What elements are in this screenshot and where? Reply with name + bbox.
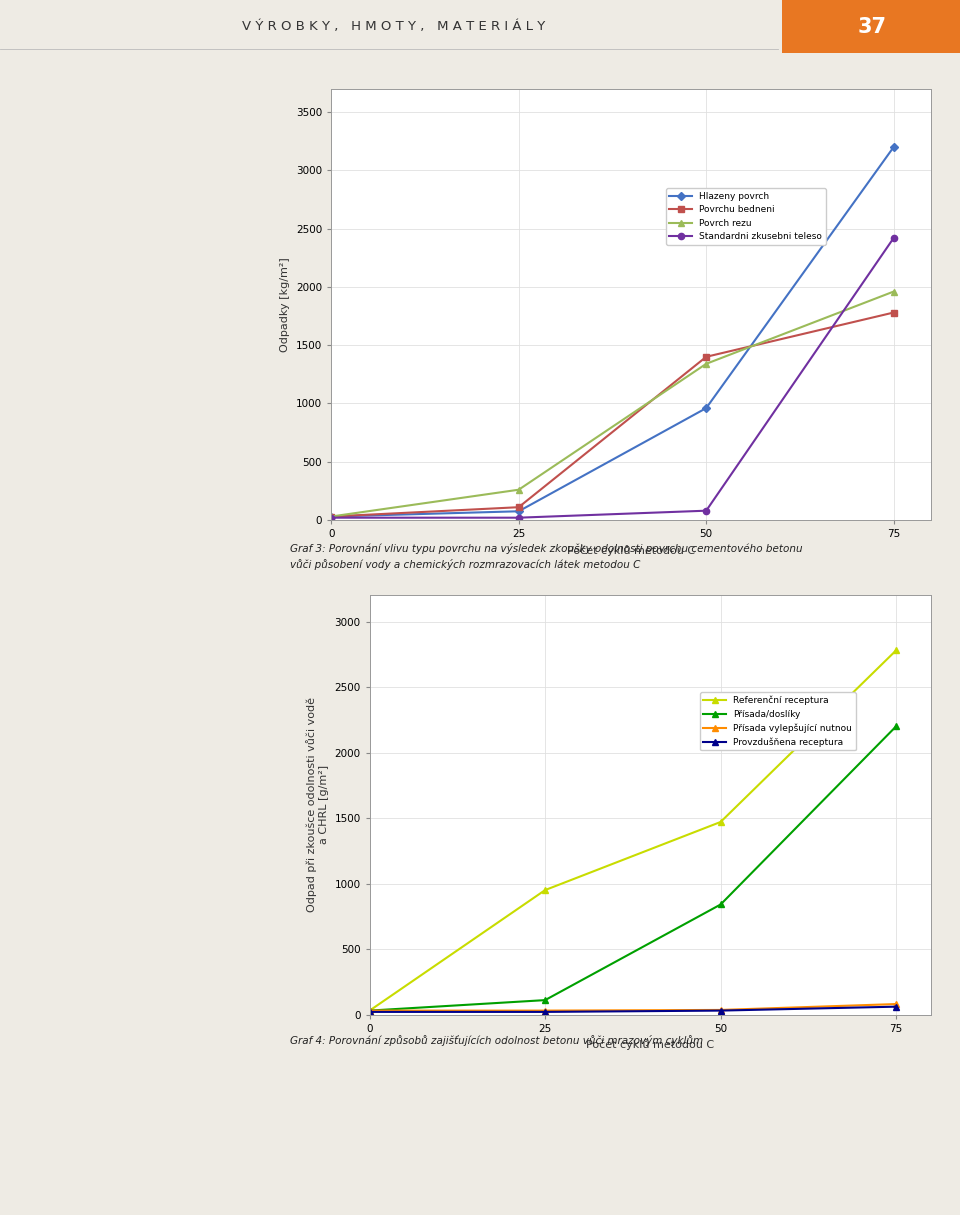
Text: Graf 3: Porovnání vlivu typu povrchu na výsledek zkoušky odolnosti povrchu cemen: Graf 3: Porovnání vlivu typu povrchu na … xyxy=(290,543,803,554)
Standardni zkusebni teleso xyxy=(325,510,337,525)
Přísada/doslíky xyxy=(364,1004,375,1018)
Povrchu bedneni xyxy=(888,305,900,320)
Přísada/doslíky xyxy=(715,897,727,911)
Line: Povrch rezu: Povrch rezu xyxy=(328,288,897,520)
Standardni zkusebni teleso xyxy=(513,510,524,525)
Legend: Hlazeny povrch, Povrchu bedneni, Povrch rezu, Standardni zkusebni teleso: Hlazeny povrch, Povrchu bedneni, Povrch … xyxy=(665,188,826,245)
Povrchu bedneni xyxy=(701,350,712,364)
Provzdušňena receptura xyxy=(540,1005,551,1019)
Y-axis label: Odpad při zkoušce odolnosti vůči vodě
a CHRL [g/m²]: Odpad při zkoušce odolnosti vůči vodě a … xyxy=(306,697,328,912)
Referenční receptura xyxy=(890,643,901,657)
Přísada vylepšující nutnou xyxy=(540,1004,551,1018)
Line: Provzdušňena receptura: Provzdušňena receptura xyxy=(367,1004,900,1015)
Text: V Ý R O B K Y ,   H M O T Y ,   M A T E R I Á L Y: V Ý R O B K Y , H M O T Y , M A T E R I … xyxy=(242,21,545,33)
Provzdušňena receptura xyxy=(890,1000,901,1015)
Standardni zkusebni teleso xyxy=(888,231,900,245)
Legend: Referenční receptura, Přísada/doslíky, Přísada vylepšující nutnou, Provzdušňena : Referenční receptura, Přísada/doslíky, P… xyxy=(700,693,855,751)
Line: Referenční receptura: Referenční receptura xyxy=(367,648,900,1013)
Povrchu bedneni xyxy=(325,509,337,524)
Hlazeny povrch xyxy=(701,401,712,416)
Povrch rezu xyxy=(513,482,524,497)
Přísada vylepšující nutnou xyxy=(364,1004,375,1018)
Standardni zkusebni teleso xyxy=(701,503,712,518)
Hlazeny povrch xyxy=(888,140,900,154)
Referenční receptura xyxy=(715,815,727,830)
Hlazeny povrch xyxy=(513,504,524,519)
Text: 37: 37 xyxy=(857,17,886,36)
Line: Standardni zkusebni teleso: Standardni zkusebni teleso xyxy=(328,234,897,521)
Povrch rezu xyxy=(701,356,712,371)
Text: vůči působení vody a chemických rozmrazovacích látek metodou C: vůči působení vody a chemických rozmrazo… xyxy=(290,559,640,570)
Referenční receptura xyxy=(540,883,551,898)
Line: Přísada/doslíky: Přísada/doslíky xyxy=(367,723,900,1013)
Text: Graf 4: Porovnání způsobů zajišťujících odolnost betonu vůči mrazovým cyklům: Graf 4: Porovnání způsobů zajišťujících … xyxy=(290,1035,703,1046)
Line: Povrchu bedneni: Povrchu bedneni xyxy=(328,310,897,520)
X-axis label: Počet cyklů metodou C: Počet cyklů metodou C xyxy=(587,1039,714,1050)
X-axis label: Počet cyklů metodou C: Počet cyklů metodou C xyxy=(567,544,695,555)
Přísada vylepšující nutnou xyxy=(715,1002,727,1017)
Line: Hlazeny povrch: Hlazeny povrch xyxy=(328,143,897,520)
Y-axis label: Odpadky [kg/m²]: Odpadky [kg/m²] xyxy=(280,258,290,351)
Povrchu bedneni xyxy=(513,499,524,514)
Povrch rezu xyxy=(325,509,337,524)
Povrch rezu xyxy=(888,284,900,299)
Bar xyxy=(782,0,960,53)
Line: Přísada vylepšující nutnou: Přísada vylepšující nutnou xyxy=(367,1001,900,1013)
Referenční receptura xyxy=(364,1004,375,1018)
Přísada/doslíky xyxy=(540,993,551,1007)
Hlazeny povrch xyxy=(325,509,337,524)
Provzdušňena receptura xyxy=(715,1004,727,1018)
Provzdušňena receptura xyxy=(364,1005,375,1019)
Přísada vylepšující nutnou xyxy=(890,996,901,1011)
Přísada/doslíky xyxy=(890,719,901,734)
